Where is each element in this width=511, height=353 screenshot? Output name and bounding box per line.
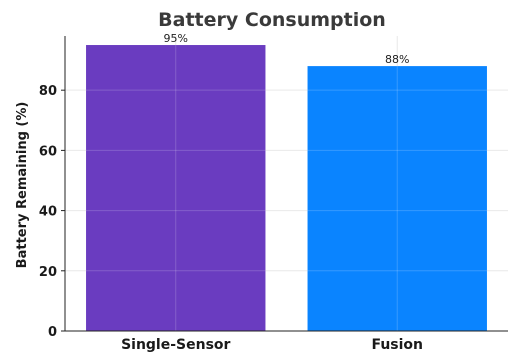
bars — [86, 45, 487, 332]
y-tick-label: 0 — [48, 325, 57, 340]
y-axis-label: Battery Remaining (%) — [15, 102, 30, 269]
x-category-label: Fusion — [371, 337, 423, 353]
bar-single-sensor — [86, 45, 266, 332]
x-axis-categories: Single-Sensor Fusion — [121, 337, 423, 353]
y-tick-label: 20 — [39, 265, 57, 280]
data-labels: 95% 88% — [164, 32, 410, 66]
x-category-label: Single-Sensor — [121, 337, 230, 353]
chart-title: Battery Consumption — [158, 9, 386, 31]
y-tick-label: 60 — [39, 144, 57, 159]
bar-value-label: 88% — [385, 53, 409, 66]
y-tick-label: 80 — [39, 84, 57, 99]
y-axis-ticks: 0 20 40 60 80 — [39, 84, 65, 340]
y-tick-label: 40 — [39, 205, 57, 220]
bar-value-label: 95% — [164, 32, 188, 45]
bar-fusion — [307, 66, 487, 331]
